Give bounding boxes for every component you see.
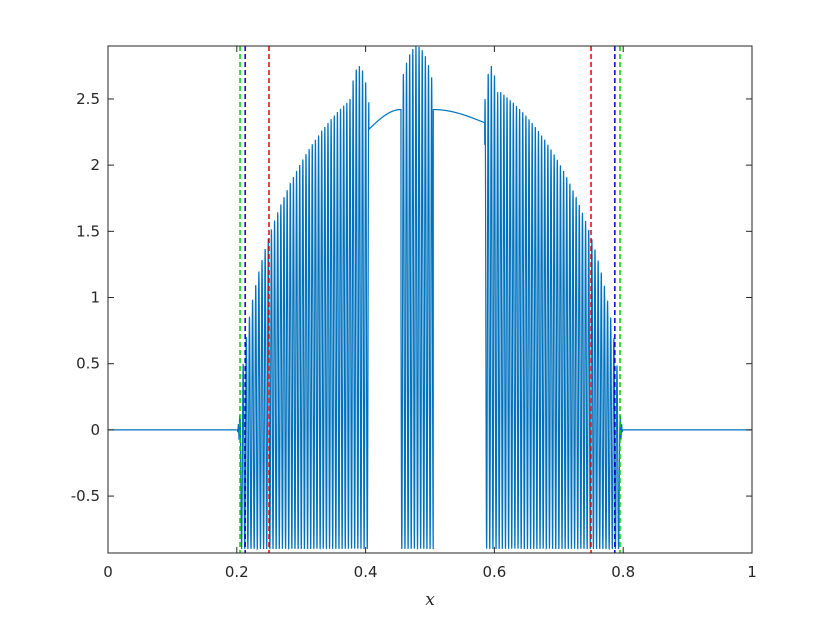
y-tick-label: 0.5: [76, 355, 100, 373]
tick-marks: [107, 46, 753, 553]
x-tick-label: 0.6: [482, 563, 506, 581]
axes: [107, 45, 753, 554]
y-tick-label: 2.5: [76, 90, 100, 108]
plot-area: [108, 46, 752, 553]
x-tick-label: 0: [103, 563, 113, 581]
y-tick-label: 1.5: [76, 222, 100, 240]
x-tick-label: 0.4: [354, 563, 378, 581]
x-tick-label: 0.8: [611, 563, 635, 581]
x-tick-label: 0.2: [225, 563, 249, 581]
y-tick-labels: -0.5 0 0.5 1 1.5 2 2.5: [71, 90, 100, 505]
axes-box: [107, 45, 753, 554]
x-axis-label: x: [425, 590, 435, 610]
y-tick-label: -0.5: [71, 487, 100, 505]
y-tick-label: 1: [90, 289, 100, 307]
y-tick-label: 2: [90, 156, 100, 174]
y-tick-label: 0: [90, 421, 100, 439]
x-tick-label: 1: [747, 563, 757, 581]
x-tick-labels: 0 0.2 0.4 0.6 0.8 1: [103, 563, 757, 581]
signal-line: [108, 46, 752, 551]
